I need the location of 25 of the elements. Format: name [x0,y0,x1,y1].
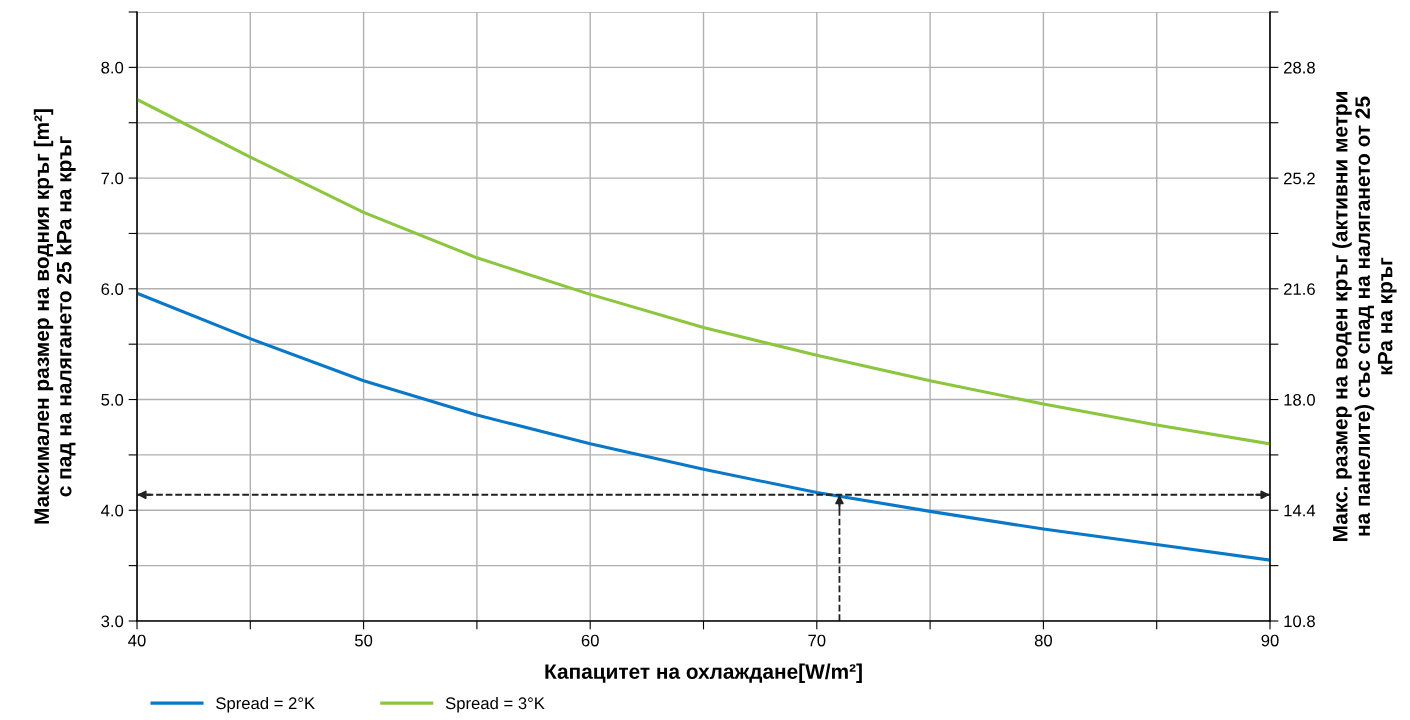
legend-label: Spread = 3°K [445,696,545,713]
y-tick-label: 6.0 [101,283,124,296]
y2-tick-label: 28.8 [1284,61,1315,74]
x-tick-label: 40 [128,634,146,647]
y2-tick-label: 25.2 [1284,172,1315,185]
line-series [137,291,1270,562]
legend-label: Spread = 2°K [216,696,315,713]
x-tick-label: 90 [1261,634,1279,647]
x-tick-label: 60 [581,634,599,647]
x-tick-label: 80 [1034,634,1053,647]
y-axis-title: Максимален размер на водния кръг [m²] с пад на налягането 25 kPa на кръг [33,109,76,524]
x-tick-label: 50 [355,634,373,647]
y-tick-label: 7.0 [101,172,124,185]
x-tick-label: 70 [808,634,826,647]
y2-tick-label: 14.4 [1284,504,1316,517]
y-tick-label: 5.0 [101,393,124,406]
y2-tick-label: 10.8 [1284,615,1315,628]
y-tick-label: 4.0 [101,504,124,517]
y2-tick-label: 18.0 [1284,393,1315,406]
line-series [137,97,1270,446]
x-axis-title: Капацитет на охлаждане[W/m²] [545,663,862,684]
y2-axis-title: Макс. размер на воден кръг (активни метри на панелите) със спад на налягането от 25 кРа на кръг [1332,92,1397,541]
y-tick-label: 8.0 [101,61,124,74]
y2-tick-label: 21.6 [1284,283,1315,296]
y-tick-label: 3.0 [101,615,124,628]
